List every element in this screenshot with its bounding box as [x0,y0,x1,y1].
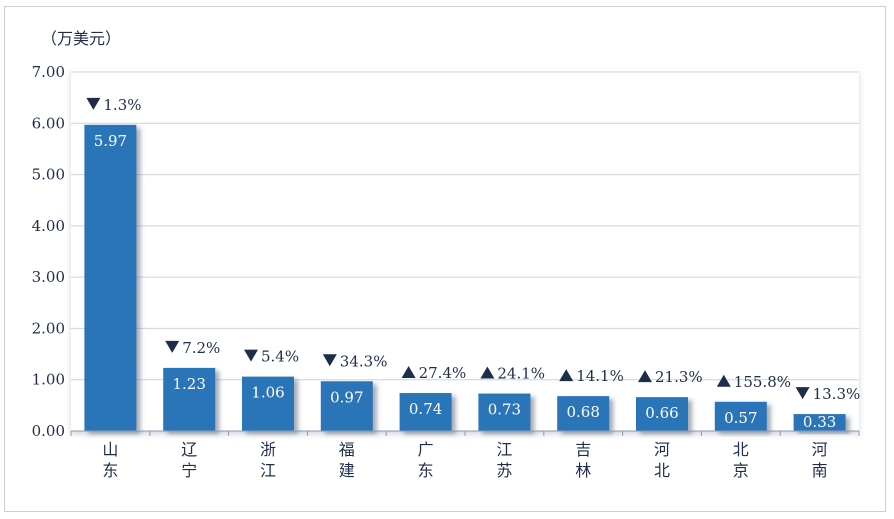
change-percent-label: 13.3% [813,385,861,403]
y-axis-unit-label: （万美元） [41,29,121,48]
bar [84,124,137,432]
category-label: 京 [733,461,749,480]
bar [478,393,531,431]
bar-value-label: 0.68 [566,403,599,421]
change-percent-label: 155.8% [734,373,791,391]
change-percent-label: 21.3% [655,368,703,386]
change-percent-label: 14.1% [576,367,624,385]
category-label: 北 [733,440,749,459]
down-triangle-icon [165,340,180,353]
bar-value-label: 0.57 [724,409,757,427]
y-tick-label: 0.00 [32,422,65,440]
category-label: 吉 [575,440,591,459]
bar-value-label: 0.74 [409,400,442,418]
bar [557,396,610,431]
chart-frame: （万美元） 0.00 1.00 2.00 3.00 4.00 5.00 6.00 7.00 5… [4,6,886,512]
y-axis-ticks: 0.00 1.00 2.00 3.00 4.00 5.00 6.00 7.00 [32,63,65,440]
change-percent-label: 24.1% [497,365,545,383]
change-percent-label: 1.3% [103,96,141,114]
bar-value-label: 0.97 [330,388,363,406]
bar-value-label: 1.23 [172,375,205,393]
category-label: 江 [496,440,512,459]
category-label: 江 [260,461,276,480]
category-label: 浙 [260,440,276,459]
y-tick-label: 3.00 [32,268,65,286]
bar [242,376,294,431]
bar [163,367,216,431]
category-label: 东 [418,461,434,480]
x-axis [70,430,860,436]
category-label: 福 [339,440,355,459]
up-triangle-icon [401,366,416,379]
up-triangle-icon [638,370,652,383]
category-label: 建 [339,461,355,480]
y-tick-label: 2.00 [32,319,65,337]
y-tick-label: 5.00 [32,166,65,184]
down-triangle-icon [244,349,258,362]
change-percent-label: 34.3% [340,352,388,370]
category-label: 南 [812,461,828,480]
bar-chart: （万美元） 0.00 1.00 2.00 3.00 4.00 5.00 6.00 7.00 5… [32,29,861,480]
up-triangle-icon [559,369,574,382]
change-percent-label: 7.2% [182,339,220,357]
category-label: 山 [102,440,118,459]
down-triangle-icon [795,387,810,400]
category-label: 林 [575,461,591,480]
bar-value-label: 0.33 [803,413,836,431]
y-tick-label: 6.00 [32,114,65,132]
category-label: 河 [654,440,670,459]
bars: 5.97 1.3% 1.23 7.2% 1.06 5.4% 0.97 34.3% 0.74 27.… [84,96,860,431]
category-label: 苏 [496,461,512,480]
bar-value-label: 5.97 [94,132,127,150]
bar [714,401,767,431]
up-triangle-icon [716,374,731,387]
bar-value-label: 0.66 [645,404,678,422]
y-tick-label: 4.00 [32,217,65,235]
up-triangle-icon [480,366,495,379]
down-triangle-icon [86,97,101,110]
category-label: 辽 [181,440,197,459]
category-label: 北 [654,461,670,480]
bar [399,393,452,431]
bar [636,397,688,431]
category-label: 广 [418,440,434,459]
y-tick-label: 1.00 [32,371,65,389]
y-tick-label: 7.00 [32,63,65,81]
bar [793,414,846,431]
change-percent-label: 5.4% [261,348,299,366]
change-percent-label: 27.4% [419,364,467,382]
bar [320,381,373,431]
category-label: 河 [812,440,828,459]
category-label: 东 [102,461,118,480]
bar-value-label: 1.06 [251,384,284,402]
bar-value-label: 0.73 [488,401,521,419]
category-label: 宁 [181,461,197,480]
down-triangle-icon [322,354,337,367]
